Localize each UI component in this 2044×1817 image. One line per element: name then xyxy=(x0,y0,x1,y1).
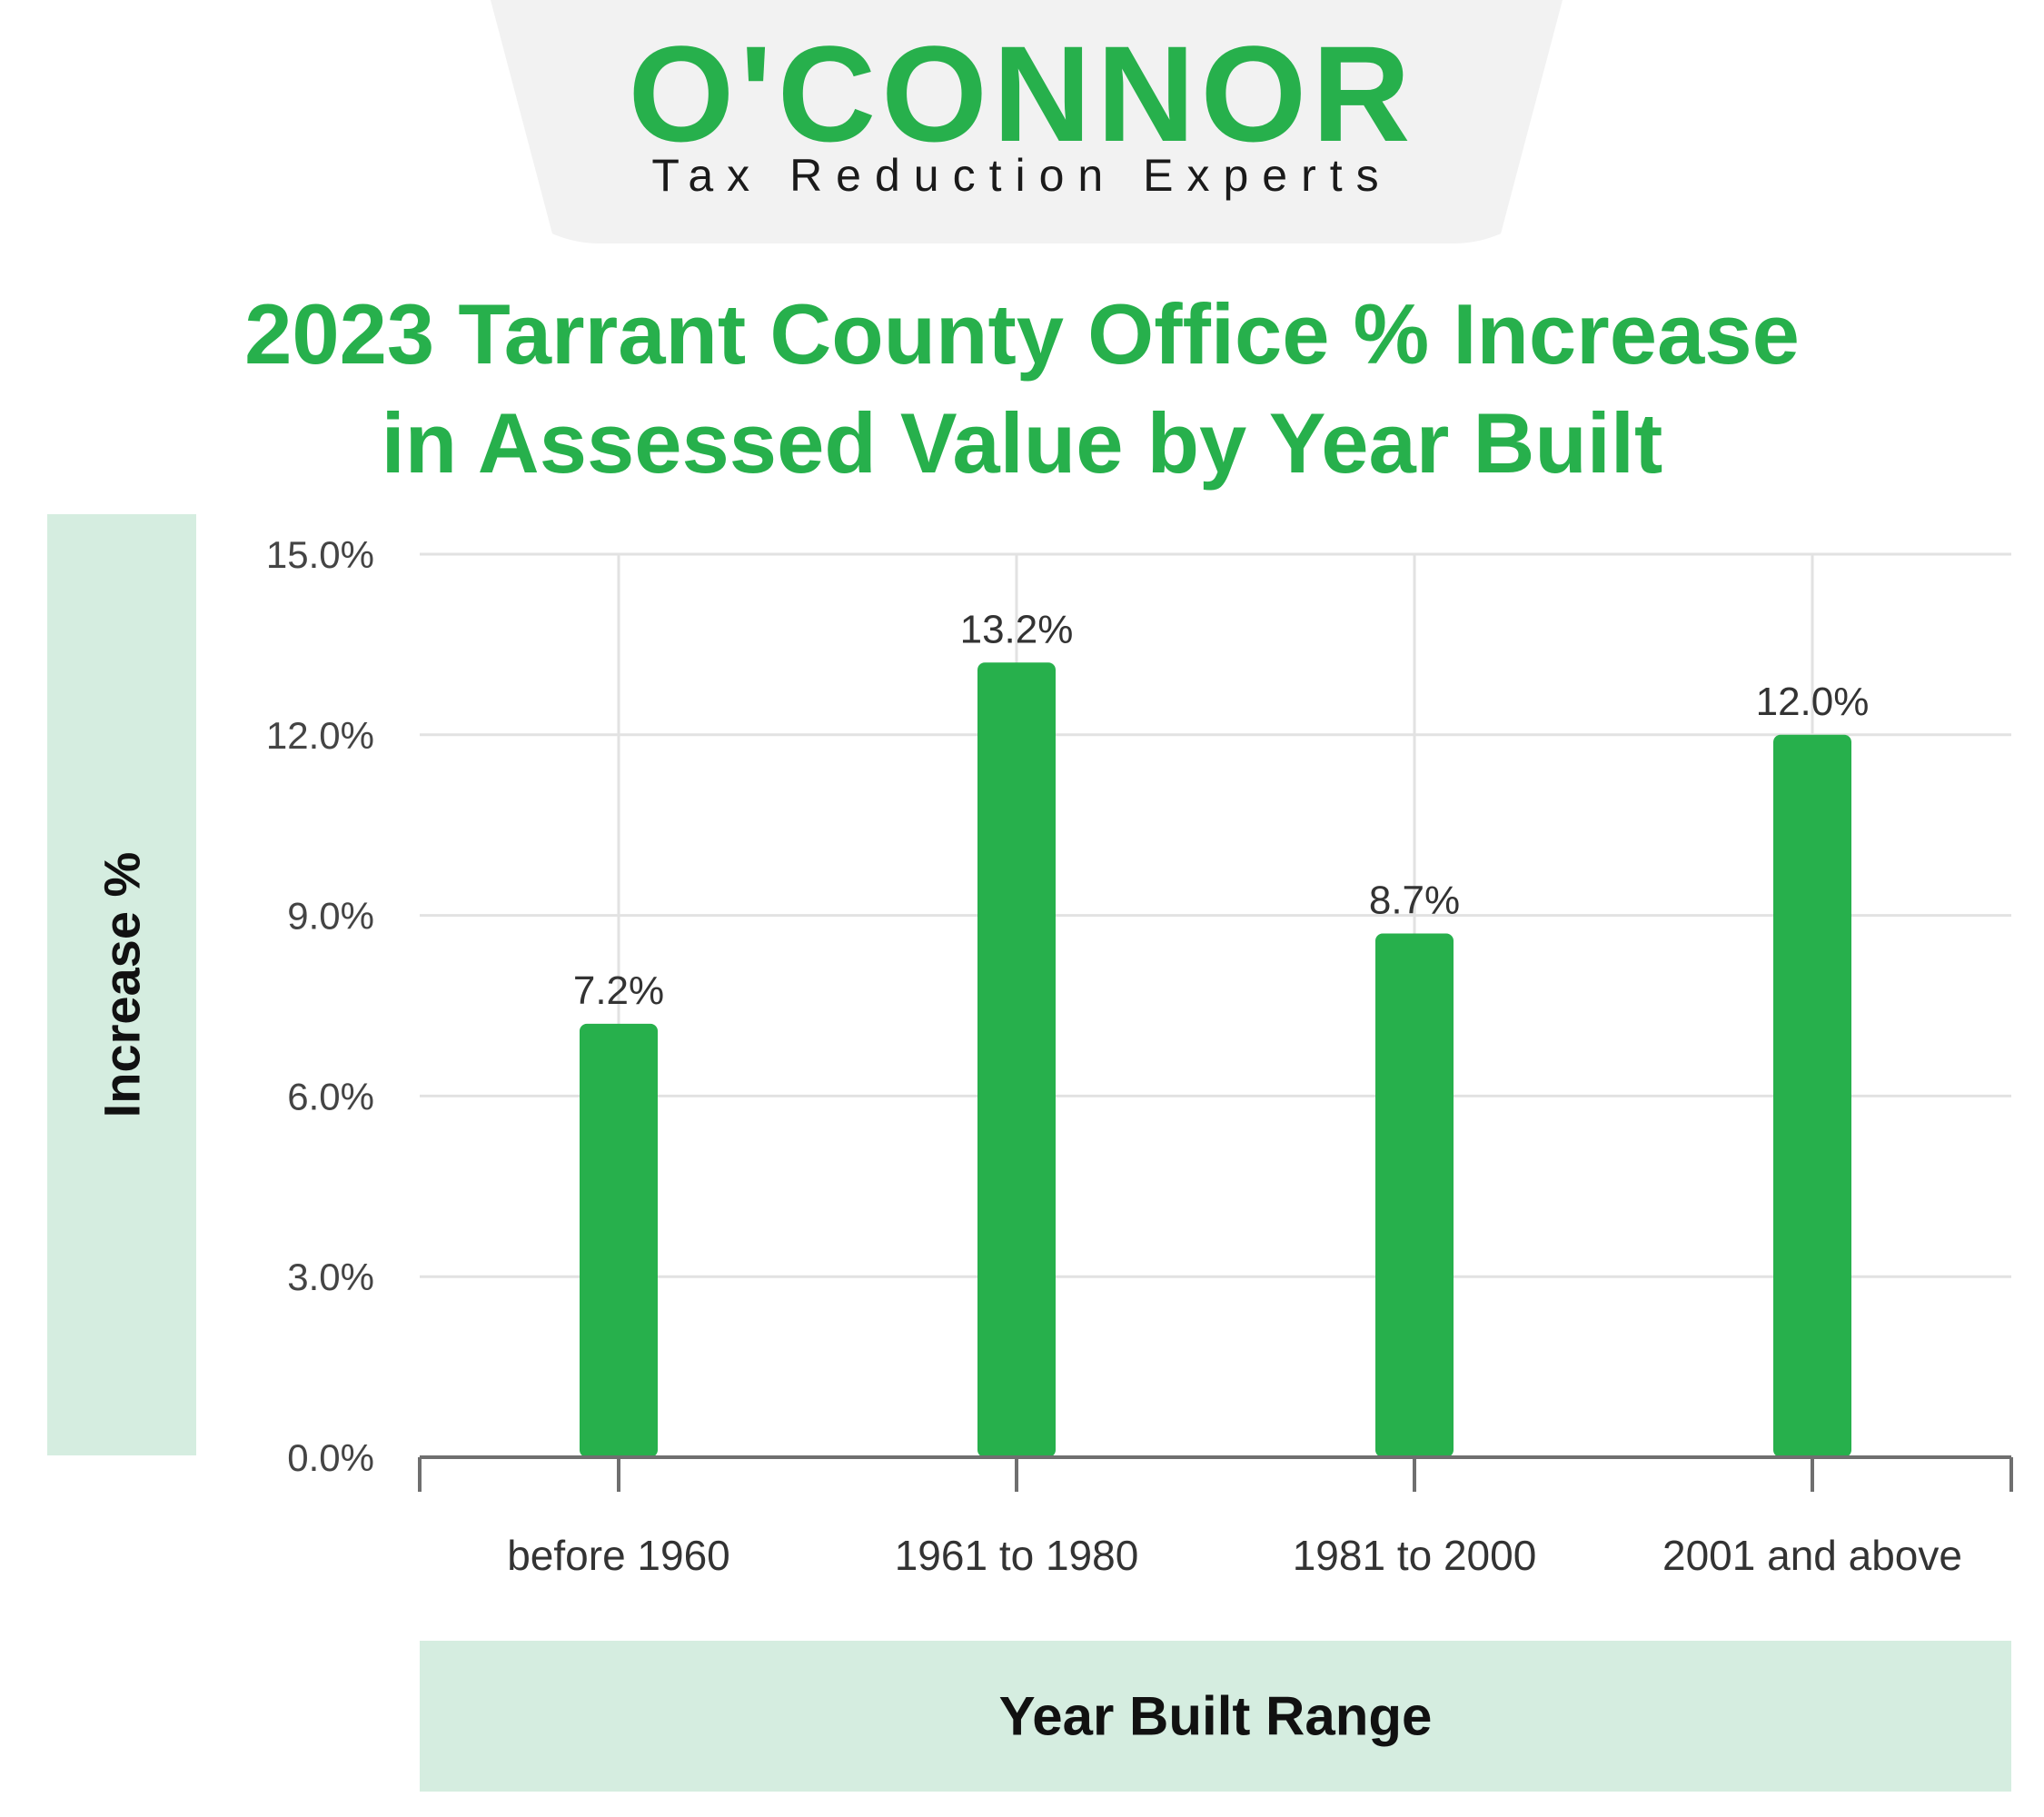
y-tick-label: 0.0% xyxy=(287,1436,374,1479)
data-label: 7.2% xyxy=(573,968,664,1013)
y-axis-label-panel xyxy=(47,514,196,1455)
data-label: 13.2% xyxy=(960,607,1074,651)
x-tick-label: 1961 to 1980 xyxy=(895,1532,1139,1579)
bar xyxy=(1375,933,1454,1457)
y-tick-label: 15.0% xyxy=(266,533,374,576)
x-tick-label: before 1960 xyxy=(507,1532,730,1579)
bar xyxy=(580,1023,658,1457)
data-label: 8.7% xyxy=(1369,878,1460,922)
logo-banner xyxy=(491,0,1563,243)
x-axis-label-panel: Year Built Range xyxy=(420,1641,2011,1792)
y-tick-label: 6.0% xyxy=(287,1075,374,1117)
x-tick-label: 2001 and above xyxy=(1662,1532,1962,1579)
bar xyxy=(977,662,1056,1457)
y-tick-label: 9.0% xyxy=(287,895,374,938)
y-tick-label: 3.0% xyxy=(287,1256,374,1298)
chart-title: 2023 Tarrant County Office % Increase in… xyxy=(0,280,2044,498)
chart-title-line-2: in Assessed Value by Year Built xyxy=(381,395,1663,491)
y-tick-label: 12.0% xyxy=(266,714,374,757)
x-axis-label: Year Built Range xyxy=(998,1685,1433,1747)
chart-title-line-1: 2023 Tarrant County Office % Increase xyxy=(244,286,1800,382)
data-label: 12.0% xyxy=(1756,680,1870,724)
x-tick-label: 1981 to 2000 xyxy=(1293,1532,1537,1579)
bar xyxy=(1773,734,1851,1457)
brand-logo: O'CONNOR xyxy=(628,17,1416,170)
brand-tagline: Tax Reduction Experts xyxy=(651,150,1393,201)
